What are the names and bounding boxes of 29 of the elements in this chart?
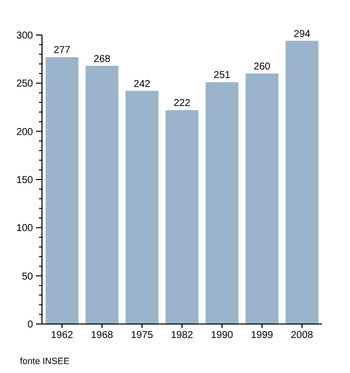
y-tick-label: 100: [16, 223, 34, 234]
y-tick-label: 300: [16, 30, 34, 42]
data-label: 294: [294, 28, 311, 40]
data-label: 242: [134, 78, 151, 90]
data-label: 222: [174, 98, 191, 110]
bar: [86, 66, 118, 324]
data-label: 260: [254, 62, 271, 73]
x-tick-label: 1975: [130, 330, 154, 341]
data-label: 251: [214, 70, 231, 82]
data-label: 268: [94, 54, 111, 65]
x-tick-label: 1982: [170, 330, 194, 341]
bar: [46, 57, 78, 324]
y-tick-label: 50: [22, 271, 34, 282]
data-label: 277: [54, 45, 71, 56]
bar: [286, 40, 318, 324]
source-note: fonte INSEE: [20, 356, 70, 366]
x-tick-label: 2008: [290, 330, 314, 341]
bar: [166, 110, 198, 324]
y-tick-label: 0: [27, 320, 34, 330]
x-tick-label: 1990: [210, 330, 234, 341]
x-tick-label: 1962: [50, 330, 74, 341]
y-tick-label: 200: [16, 126, 34, 138]
bar: [246, 74, 278, 324]
bar: [126, 90, 158, 324]
y-tick-label: 250: [16, 78, 34, 90]
x-tick-label: 1999: [250, 330, 274, 341]
y-tick-label: 150: [16, 175, 34, 186]
x-tick-label: 1968: [90, 330, 114, 341]
bar: [206, 82, 238, 324]
